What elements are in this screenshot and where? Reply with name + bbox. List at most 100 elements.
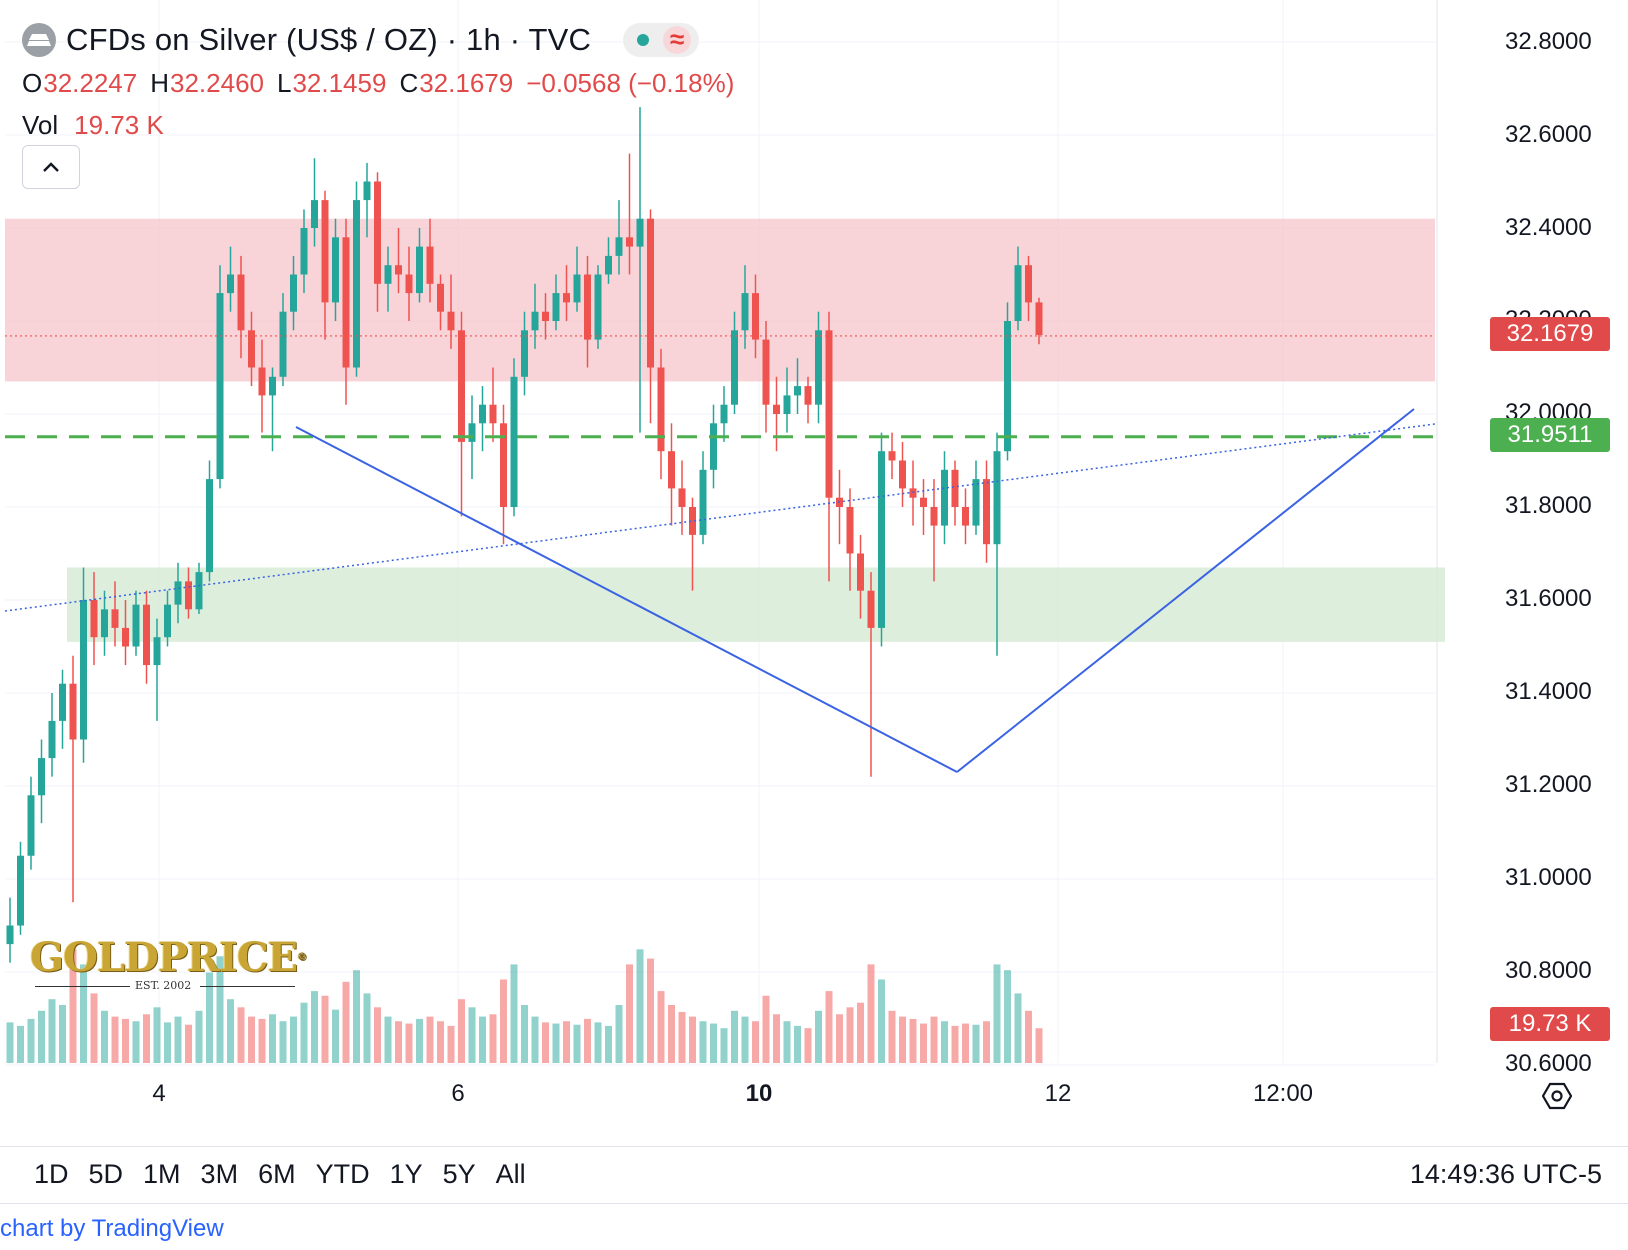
range-1m-button[interactable]: 1M xyxy=(143,1158,181,1189)
volume-bar xyxy=(1035,1028,1043,1063)
volume-bar xyxy=(300,1002,308,1063)
divider xyxy=(0,1146,1628,1147)
volume-bar xyxy=(363,993,371,1063)
candle-body xyxy=(647,218,654,368)
candle-body xyxy=(710,423,717,470)
high-value: 32.2460 xyxy=(170,67,264,98)
volume-bar xyxy=(909,1018,917,1063)
volume-bar xyxy=(899,1016,906,1063)
range-1y-button[interactable]: 1Y xyxy=(389,1158,423,1189)
candle-body xyxy=(531,311,539,331)
candle-body xyxy=(783,395,791,414)
range-5y-button[interactable]: 5Y xyxy=(442,1158,476,1189)
volume-bar xyxy=(426,1016,434,1063)
volume-bar xyxy=(195,1010,203,1063)
volume-bar xyxy=(248,1016,255,1063)
range-all-button[interactable]: All xyxy=(495,1158,526,1189)
date-range-bar: 1D 5D 1M 3M 6M YTD 1Y 5Y All xyxy=(24,1146,536,1202)
chart-grid xyxy=(5,0,1438,1066)
candle-body xyxy=(174,581,182,605)
volume-bar xyxy=(783,1021,791,1063)
volume-bar xyxy=(1014,993,1022,1063)
zones xyxy=(5,218,1445,642)
volume-bar xyxy=(836,1014,843,1063)
volume-bar xyxy=(510,964,518,1063)
volume-bar xyxy=(6,1022,14,1063)
silver-bars-icon xyxy=(22,23,56,57)
volume-bar xyxy=(689,1016,696,1063)
ohlc-values: O 32.2247 H 32.2460 L 32.1459 C 32.1679 … xyxy=(22,66,747,100)
price-tick: 31.8000 xyxy=(1505,492,1592,519)
candle-body xyxy=(594,274,602,340)
candle-body xyxy=(374,181,381,284)
candle-body xyxy=(489,404,497,424)
v-pattern-right-line xyxy=(956,408,1415,773)
volume-bar xyxy=(972,1024,980,1063)
tradingview-attribution-link[interactable]: chart by TradingView xyxy=(0,1215,224,1242)
volume-bar xyxy=(878,979,885,1063)
candle-body xyxy=(941,469,948,526)
candle-body xyxy=(678,488,686,507)
candle-body xyxy=(227,274,234,294)
candle-body xyxy=(279,311,287,377)
time-tick: 12 xyxy=(1044,1080,1072,1107)
range-ytd-button[interactable]: YTD xyxy=(315,1158,370,1189)
volume-bar xyxy=(668,1005,675,1063)
candle-body xyxy=(962,507,969,526)
volume-bar xyxy=(185,1024,192,1063)
candle-body xyxy=(332,237,339,303)
volume-bar xyxy=(384,1016,392,1063)
volume-bar xyxy=(563,1021,570,1063)
collapse-legend-button[interactable] xyxy=(22,145,80,189)
candle-body xyxy=(111,609,119,628)
candle-body xyxy=(605,255,612,275)
range-5d-button[interactable]: 5D xyxy=(88,1158,124,1189)
candle-body xyxy=(479,404,486,424)
candle-body xyxy=(857,553,864,591)
candle-body xyxy=(636,218,644,247)
chart-settings-button[interactable] xyxy=(1540,1079,1574,1113)
volume-bar xyxy=(615,1005,623,1063)
candle-body xyxy=(363,181,371,201)
candle-body xyxy=(720,404,728,424)
volume-bar xyxy=(111,1016,119,1063)
range-1d-button[interactable]: 1D xyxy=(34,1158,69,1189)
volume-bar xyxy=(258,1018,266,1063)
volume-bar xyxy=(447,1025,455,1063)
price-chart[interactable] xyxy=(0,0,1628,1100)
logo-rule-left xyxy=(35,986,130,987)
volume-bar xyxy=(699,1021,707,1063)
candle-body xyxy=(689,507,696,535)
volume-bar xyxy=(710,1023,717,1063)
volume-bar xyxy=(993,964,1001,1063)
symbol-title[interactable]: CFDs on Silver (US$ / OZ) · 1h · TVC xyxy=(66,22,592,57)
candle-body xyxy=(773,404,780,414)
candle-body xyxy=(416,246,423,294)
range-3m-button[interactable]: 3M xyxy=(200,1158,239,1189)
volume-bar xyxy=(741,1016,749,1063)
candle-body xyxy=(69,683,77,740)
price-tick: 32.8000 xyxy=(1505,28,1592,55)
candle-body xyxy=(6,925,14,945)
volume-bar xyxy=(983,1021,990,1063)
candle-body xyxy=(90,600,98,638)
volume-bar xyxy=(773,1014,780,1063)
market-status-pill[interactable]: ≈ xyxy=(623,23,700,57)
volume-bar xyxy=(227,999,234,1063)
drawings xyxy=(4,335,1436,773)
candle-body xyxy=(542,311,549,321)
candle-body xyxy=(1004,321,1011,452)
range-6m-button[interactable]: 6M xyxy=(258,1158,296,1189)
volume-bar xyxy=(395,1021,402,1063)
logo-rule-right xyxy=(200,986,295,987)
volume-bar xyxy=(794,1025,801,1063)
candle-body xyxy=(437,283,444,312)
volume-bar xyxy=(951,1025,959,1063)
time-tick: 12:00 xyxy=(1252,1080,1314,1107)
volume-bar xyxy=(752,1021,759,1063)
timezone-clock[interactable]: 14:49:36 UTC-5 xyxy=(1409,1158,1602,1189)
candle-body xyxy=(584,274,591,340)
candle-body xyxy=(563,293,570,303)
volume-bar xyxy=(815,1010,822,1063)
candle-body xyxy=(983,479,990,545)
